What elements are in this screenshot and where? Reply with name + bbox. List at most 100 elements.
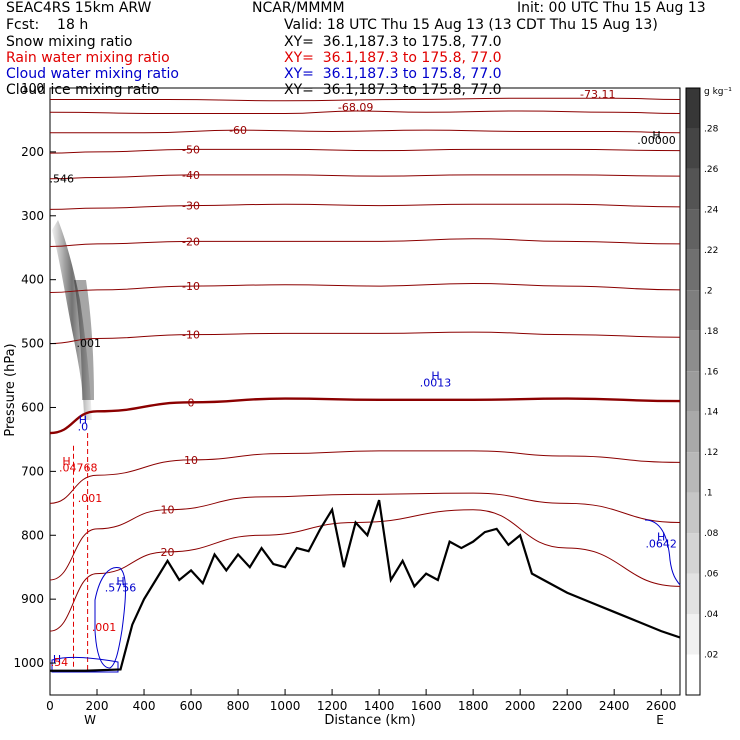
temperature-contour (49, 238, 681, 247)
colorbar-unit: g kg⁻¹ (704, 87, 732, 97)
annotation-label: .0013 (420, 376, 452, 389)
field-xy-snow: XY= 36.1,187.3 to 175.8, 77.0 (284, 34, 502, 50)
temperature-contour (49, 509, 681, 632)
forecast-hour: Fcst: 18 h (6, 17, 89, 33)
temperature-contour (49, 174, 681, 180)
annotation-label: .0 (78, 420, 89, 433)
field-label-ice: Cloud ice mixing ratio (6, 82, 160, 98)
annotation-label: H (53, 653, 61, 666)
colorbar-swatch (686, 128, 700, 169)
y-tick-label: 1000 (13, 656, 44, 670)
colorbar-tick-label: .08 (704, 529, 719, 539)
colorbar-swatch (686, 371, 700, 412)
colorbar-swatch (686, 209, 700, 250)
temperature-contour (49, 450, 681, 504)
temperature-contour (49, 129, 681, 134)
annotation-label: H (79, 413, 87, 426)
x-tick-label: 200 (86, 699, 109, 713)
temperature-contours: -60 -50 -40 -30 -20 -10 -10 0 10 10 20 (49, 97, 681, 632)
west-label: W (84, 713, 96, 727)
model-title: SEAC4RS 15km ARW (6, 0, 152, 16)
colorbar-swatch (686, 492, 700, 534)
colorbar-swatch (686, 88, 700, 129)
colorbar-tick-label: .16 (704, 367, 719, 377)
rain-columns (73, 433, 89, 671)
temperature-contour (50, 97, 681, 102)
field-label-snow: Snow mixing ratio (6, 34, 133, 50)
annotation-label: H (62, 455, 70, 468)
colorbar-swatch (686, 614, 700, 655)
colorbar-tick-label: .02 (704, 651, 718, 661)
y-tick-label: 500 (21, 337, 44, 351)
contour-label: -40 (182, 169, 200, 182)
x-tick-label: 1600 (411, 699, 442, 713)
x-axis: 0 200 400 600 800 1000 1200 1400 1600 1800 2000 220… (46, 689, 676, 713)
colorbar: .02 .04 .06 .08 .1 .12 .14 .16 .18 .2 .22 .24 .26 .28 (685, 87, 719, 696)
field-xy-cloud-water: XY= 36.1,187.3 to 175.8, 77.0 (284, 66, 502, 82)
terrain-line (50, 499, 681, 672)
field-xy-rain: XY= 36.1,187.3 to 175.8, 77.0 (284, 50, 502, 66)
colorbar-tick-label: .26 (704, 165, 719, 175)
contour-label: -50 (182, 143, 200, 156)
colorbar-swatch (686, 573, 700, 615)
contour-label: -10 (182, 329, 200, 342)
temperature-contour (49, 110, 681, 115)
contour-label: 0 (188, 396, 195, 409)
x-tick-label: 2200 (552, 699, 583, 713)
colorbar-tick-label: .2 (704, 286, 713, 296)
field-xy-ice: XY= 36.1,187.3 to 175.8, 77.0 (284, 82, 502, 98)
annotation-label: .04768 (59, 461, 98, 474)
temperature-contour (49, 283, 681, 293)
y-axis: 200 300 400 500 600 700 800 900 1000 100 (13, 81, 56, 670)
contour-label: 20 (161, 546, 175, 559)
annotation-label: -73.11 (580, 88, 615, 101)
temperature-contour (49, 148, 681, 154)
x-tick-label: 600 (180, 699, 203, 713)
valid-time: Valid: 18 UTC Thu 15 Aug 13 (13 CDT Thu … (284, 17, 658, 33)
y-tick-label: 700 (21, 464, 44, 478)
snow-shading (52, 220, 94, 420)
colorbar-tick-label: .06 (704, 570, 719, 580)
colorbar-tick-label: .14 (704, 408, 719, 418)
temperature-contour (49, 203, 681, 210)
y-tick-label: 300 (21, 209, 44, 223)
snow-max-label: .546 (50, 173, 75, 186)
x-tick-label: 400 (133, 699, 156, 713)
x-axis-label: Distance (km) (324, 713, 415, 728)
colorbar-swatch (686, 654, 700, 695)
colorbar-swatch (686, 290, 700, 331)
colorbar-swatch (686, 330, 700, 372)
colorbar-tick-label: .12 (704, 448, 718, 458)
east-label: E (656, 713, 664, 727)
annotation-label: .001 (92, 621, 117, 634)
annotation-label: .00000 (637, 134, 676, 147)
x-tick-label: 2600 (646, 699, 677, 713)
x-tick-label: 2400 (599, 699, 630, 713)
annotation-label: .54 (51, 656, 69, 669)
colorbar-swatch (686, 452, 700, 493)
contour-label: -20 (182, 235, 200, 248)
annotation-label: .001 (78, 492, 103, 505)
x-tick-label: 1800 (458, 699, 489, 713)
contour-label: -10 (182, 280, 200, 293)
annotation-label: H (657, 530, 665, 543)
colorbar-frame (685, 87, 701, 696)
field-label-rain: Rain water mixing ratio (6, 50, 170, 66)
contour-label: 10 (161, 504, 175, 517)
contour-label: -30 (182, 200, 200, 213)
x-tick-label: 0 (46, 699, 54, 713)
y-axis-label: Pressure (hPa) (3, 343, 18, 436)
annotation-label: H (652, 129, 660, 142)
contour-label: -60 (229, 124, 247, 137)
annotation-label: -68.09 (338, 101, 373, 114)
annotation-label: H (116, 575, 124, 588)
y-tick-label: 800 (21, 528, 44, 542)
y-tick-label: 900 (21, 592, 44, 606)
colorbar-swatch (686, 411, 700, 453)
colorbar-tick-label: .18 (704, 327, 719, 337)
contour-label: 10 (184, 454, 198, 467)
x-tick-label: 1400 (364, 699, 395, 713)
init-time: Init: 00 UTC Thu 15 Aug 13 (517, 0, 706, 16)
y-tick-label: 100 (21, 81, 44, 95)
